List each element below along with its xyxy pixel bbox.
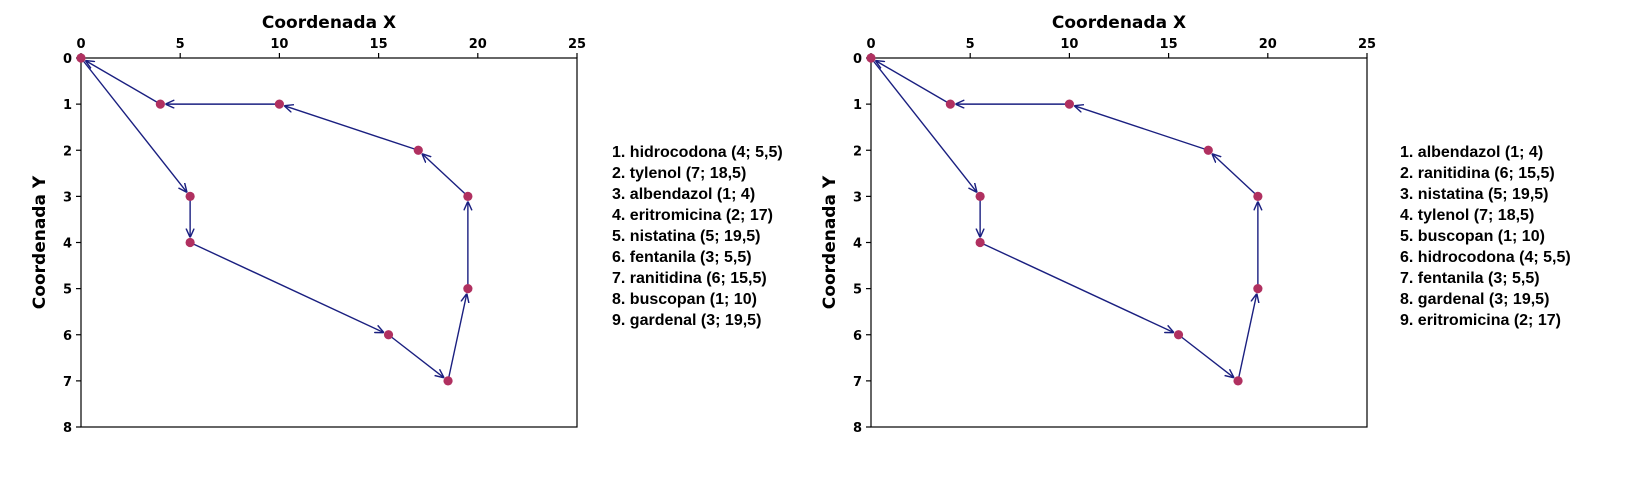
chart-panel-2: 0 5 10 15 20 25 0 1 2 3 4 5 6 7 8 Coordenada X Coordenad… bbox=[820, 13, 1571, 436]
y-tick-label: 4 bbox=[63, 237, 72, 252]
legend-entry: 7. ranitidina (6; 15,5) bbox=[612, 270, 767, 287]
x-tick-label: 15 bbox=[1160, 37, 1178, 52]
x-tick-label: 0 bbox=[76, 37, 85, 52]
data-point bbox=[274, 99, 284, 109]
legend-entry: 9. eritromicina (2; 17) bbox=[1400, 312, 1561, 329]
route-arrow bbox=[422, 154, 469, 197]
legend-entry: 9. gardenal (3; 19,5) bbox=[612, 312, 761, 329]
data-point bbox=[945, 99, 955, 109]
y-tick-label: 7 bbox=[63, 375, 72, 390]
y-tick-label: 6 bbox=[853, 329, 862, 344]
x-axis-title: Coordenada X bbox=[262, 13, 396, 33]
y-tick-label: 0 bbox=[63, 52, 72, 67]
y-tick-label: 5 bbox=[63, 283, 72, 298]
y-tick-label: 6 bbox=[63, 329, 72, 344]
x-tick-label: 10 bbox=[1060, 37, 1078, 52]
y-tick-label: 2 bbox=[853, 144, 862, 159]
legend-entry: 3. nistatina (5; 19,5) bbox=[1400, 186, 1549, 203]
data-point bbox=[463, 191, 473, 201]
data-point bbox=[185, 237, 195, 248]
route-arrow bbox=[284, 106, 419, 151]
legend-entry: 4. eritromicina (2; 17) bbox=[612, 207, 773, 224]
data-point bbox=[975, 191, 985, 201]
route-arrow bbox=[1178, 334, 1235, 378]
data-point bbox=[1253, 284, 1263, 294]
legend-entry: 5. buscopan (1; 10) bbox=[1400, 228, 1545, 245]
route-arrow bbox=[870, 57, 977, 192]
legend-entry: 3. albendazol (1; 4) bbox=[612, 186, 755, 203]
chart-panel-1: 0 5 10 15 20 25 0 1 2 3 4 5 6 7 8 Coordenada X Coordenad… bbox=[30, 13, 783, 436]
legend-entry: 8. buscopan (1; 10) bbox=[612, 291, 757, 308]
legend-entry: 6. fentanila (3; 5,5) bbox=[612, 249, 752, 266]
x-tick-label: 20 bbox=[469, 37, 487, 52]
y-tick-label: 5 bbox=[853, 283, 862, 298]
plot-frame bbox=[80, 57, 578, 428]
route-arrow bbox=[80, 57, 187, 192]
data-point bbox=[443, 376, 453, 386]
legend-entry: 4. tylenol (7; 18,5) bbox=[1400, 207, 1534, 224]
y-tick-label: 3 bbox=[63, 190, 72, 205]
data-point bbox=[413, 145, 423, 155]
route-arrow bbox=[1212, 154, 1259, 197]
route-arrow bbox=[979, 241, 1174, 333]
x-tick-label: 25 bbox=[1358, 37, 1376, 52]
y-tick-label: 1 bbox=[63, 98, 72, 113]
data-point bbox=[1233, 376, 1243, 386]
data-point bbox=[155, 99, 165, 109]
x-tick-label: 20 bbox=[1259, 37, 1277, 52]
route-arrow bbox=[85, 61, 161, 105]
x-tick-label: 5 bbox=[176, 37, 185, 52]
plot-frame bbox=[870, 57, 1368, 428]
route-arrow bbox=[447, 294, 467, 382]
x-tick-label: 5 bbox=[966, 37, 975, 52]
y-tick-label: 8 bbox=[63, 421, 72, 436]
data-point bbox=[185, 191, 195, 201]
x-tick-label: 25 bbox=[568, 37, 586, 52]
data-point bbox=[1203, 145, 1213, 155]
y-tick-label: 8 bbox=[853, 421, 862, 436]
x-tick-label: 10 bbox=[270, 37, 288, 52]
x-axis-title: Coordenada X bbox=[1052, 13, 1186, 33]
route-arrow bbox=[1074, 106, 1209, 151]
y-axis-title: Coordenada Y bbox=[30, 175, 50, 309]
y-tick-label: 0 bbox=[853, 52, 862, 67]
data-point bbox=[866, 53, 876, 63]
legend-entry: 1. hidrocodona (4; 5,5) bbox=[612, 144, 783, 161]
y-tick-label: 7 bbox=[853, 375, 862, 390]
y-tick-label: 1 bbox=[853, 98, 862, 113]
legend-entry: 1. albendazol (1; 4) bbox=[1400, 144, 1543, 161]
legend-entry: 5. nistatina (5; 19,5) bbox=[612, 228, 761, 245]
y-tick-label: 4 bbox=[853, 237, 862, 252]
legend-entry: 8. gardenal (3; 19,5) bbox=[1400, 291, 1549, 308]
data-point bbox=[463, 284, 473, 294]
route-arrow bbox=[1237, 294, 1257, 382]
data-point bbox=[383, 330, 394, 340]
data-point bbox=[1253, 191, 1263, 201]
legend-entry: 2. ranitidina (6; 15,5) bbox=[1400, 165, 1555, 182]
data-point bbox=[975, 237, 985, 248]
y-tick-label: 2 bbox=[63, 144, 72, 159]
route-arrow bbox=[875, 61, 951, 105]
y-tick-label: 3 bbox=[853, 190, 862, 205]
legend-entry: 6. hidrocodona (4; 5,5) bbox=[1400, 249, 1571, 266]
data-point bbox=[1173, 330, 1184, 340]
route-arrow bbox=[189, 241, 384, 333]
legend-entry: 2. tylenol (7; 18,5) bbox=[612, 165, 746, 182]
x-tick-label: 15 bbox=[370, 37, 388, 52]
legend-entry: 7. fentanila (3; 5,5) bbox=[1400, 270, 1540, 287]
route-arrow bbox=[388, 334, 445, 378]
y-axis-title: Coordenada Y bbox=[820, 175, 840, 309]
data-point bbox=[76, 53, 86, 63]
x-tick-label: 0 bbox=[866, 37, 875, 52]
data-point bbox=[1064, 99, 1074, 109]
